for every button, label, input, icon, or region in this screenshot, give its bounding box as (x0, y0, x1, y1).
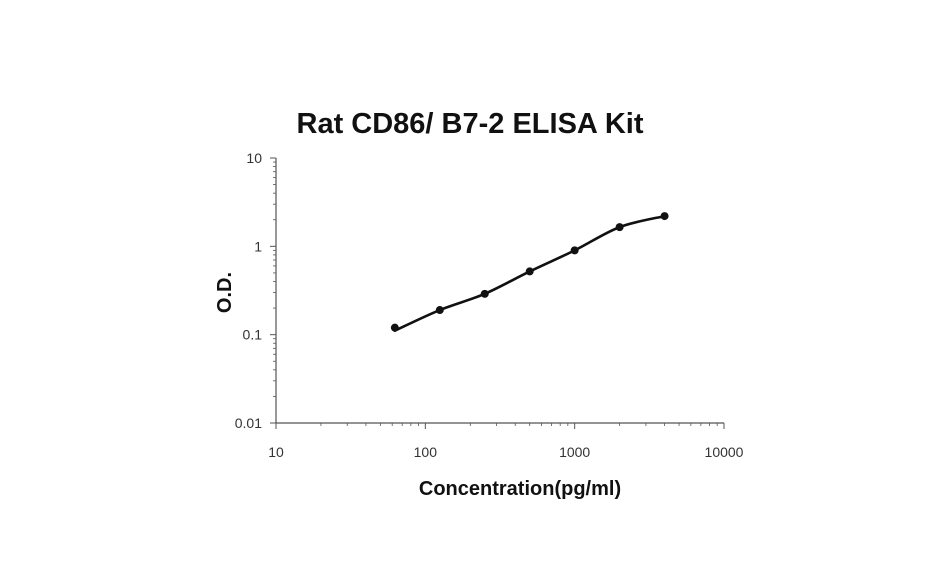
y-tick-label: 1 (254, 238, 262, 254)
x-tick-label: 10 (268, 444, 284, 460)
x-tick-label: 100 (414, 444, 438, 460)
data-point (435, 306, 444, 315)
data-point (525, 267, 534, 276)
data-point (615, 223, 624, 232)
chart-title: Rat CD86/ B7-2 ELISA Kit (296, 108, 644, 140)
y-axis-title: O.D. (214, 272, 236, 313)
data-point (660, 212, 669, 221)
y-tick-label: 0.1 (243, 327, 263, 343)
data-point (390, 323, 399, 332)
x-tick-label: 1000 (559, 444, 590, 460)
data-point (570, 246, 579, 255)
y-tick-label: 0.01 (235, 415, 262, 431)
x-axis-title: Concentration(pg/ml) (419, 478, 621, 500)
data-point (480, 289, 489, 298)
x-tick-label: 10000 (705, 444, 744, 460)
y-tick-label: 10 (246, 150, 262, 166)
